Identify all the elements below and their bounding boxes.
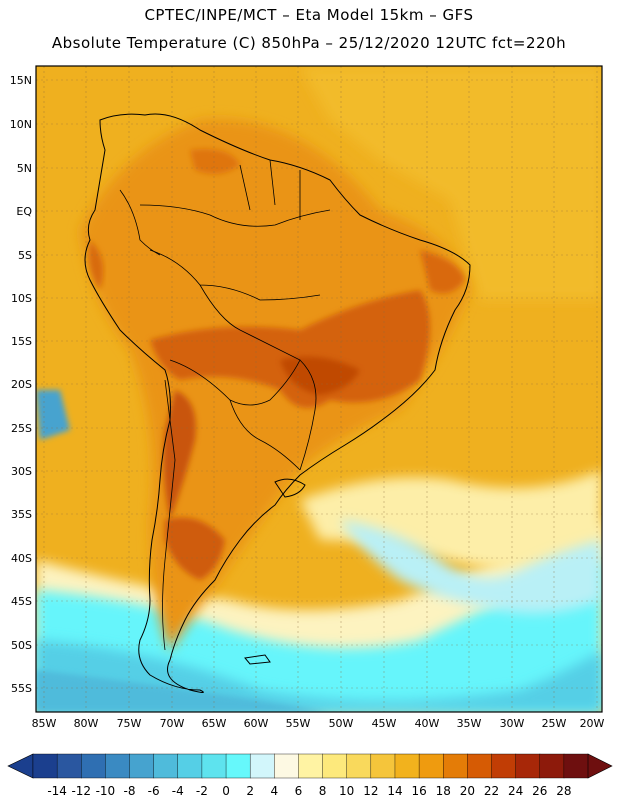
colorbar-segment xyxy=(539,753,565,779)
colorbar-label: -12 xyxy=(71,784,91,798)
lon-label: 85W xyxy=(32,717,57,730)
colorbar-label: 18 xyxy=(436,784,451,798)
lon-label: 45W xyxy=(372,717,397,730)
colorbar-segment xyxy=(394,753,420,779)
colorbar-segment xyxy=(274,753,299,779)
lat-label: 35S xyxy=(11,508,32,521)
colorbar-segment xyxy=(81,753,106,779)
colorbar-label: 8 xyxy=(319,784,327,798)
temperature-field xyxy=(36,66,602,712)
colorbar-label: 10 xyxy=(339,784,354,798)
colorbar-label: 28 xyxy=(556,784,571,798)
colorbar-segment xyxy=(346,753,372,779)
colorbar-segment xyxy=(201,753,227,779)
colorbar-arrow-right xyxy=(587,753,613,779)
colorbar-segment xyxy=(129,753,155,779)
colorbar xyxy=(7,753,613,779)
lat-label: 45S xyxy=(11,595,32,608)
colorbar-segment xyxy=(443,753,468,779)
colorbar-segment xyxy=(105,753,131,779)
lat-label: 20S xyxy=(11,378,32,391)
colorbar-label: 4 xyxy=(270,784,278,798)
colorbar-label: -14 xyxy=(47,784,67,798)
colorbar-label: -4 xyxy=(172,784,184,798)
lon-label: 65W xyxy=(202,717,227,730)
colorbar-label: 14 xyxy=(387,784,402,798)
lon-label: 70W xyxy=(160,717,185,730)
colorbar-segment xyxy=(515,753,541,779)
colorbar-segment xyxy=(177,753,203,779)
colorbar-segment xyxy=(32,753,58,779)
lon-label: 35W xyxy=(457,717,482,730)
lon-label: 30W xyxy=(500,717,525,730)
colorbar-label: 20 xyxy=(460,784,475,798)
colorbar-label: -6 xyxy=(148,784,160,798)
colorbar-label: 22 xyxy=(484,784,499,798)
longitude-axis: 85W 80W 75W 70W 65W 60W 55W 50W 45W 40W … xyxy=(32,717,605,730)
grid-lines xyxy=(36,66,602,712)
lat-label: 55S xyxy=(11,682,32,695)
lat-label: 5N xyxy=(17,162,32,175)
lon-label: 50W xyxy=(329,717,354,730)
colorbar-segment xyxy=(418,753,444,779)
lon-label: 20W xyxy=(580,717,605,730)
colorbar-segment xyxy=(491,753,517,779)
lat-label: EQ xyxy=(16,205,32,218)
lon-label: 75W xyxy=(117,717,142,730)
lon-label: 55W xyxy=(286,717,311,730)
lon-label: 80W xyxy=(74,717,99,730)
colorbar-label: -8 xyxy=(124,784,136,798)
lat-label: 10N xyxy=(10,118,32,131)
colorbar-label: 24 xyxy=(508,784,523,798)
colorbar-segment xyxy=(563,753,589,779)
latitude-axis: 15N 10N 5N EQ 5S 10S 15S 20S 25S 30S 35S… xyxy=(10,74,33,695)
colorbar-label: 0 xyxy=(222,784,230,798)
colorbar-segment xyxy=(298,753,324,779)
colorbar-labels: -14 -12 -10 -8 -6 -4 -2 0 2 4 6 8 10 12 14 16 18 20 22 24 26… xyxy=(47,784,571,798)
lat-label: 25S xyxy=(11,422,32,435)
colorbar-arrow-left xyxy=(7,753,34,779)
lat-label: 15N xyxy=(10,74,32,87)
chart-title-line1: CPTEC/INPE/MCT – Eta Model 15km – GFS xyxy=(144,6,474,24)
chart-title-line2: Absolute Temperature (C) 850hPa – 25/12/… xyxy=(51,34,567,52)
lon-label: 25W xyxy=(542,717,567,730)
lon-label: 40W xyxy=(415,717,440,730)
colorbar-segment xyxy=(249,753,275,779)
colorbar-label: -2 xyxy=(196,784,208,798)
colorbar-segment xyxy=(370,753,396,779)
colorbar-segment xyxy=(467,753,492,779)
colorbar-segment xyxy=(322,753,348,779)
colorbar-label: 2 xyxy=(246,784,254,798)
colorbar-segment xyxy=(225,753,251,779)
lat-label: 5S xyxy=(18,249,32,262)
colorbar-label: 6 xyxy=(295,784,303,798)
lon-label: 60W xyxy=(244,717,269,730)
lat-label: 10S xyxy=(11,292,32,305)
colorbar-label: -10 xyxy=(96,784,116,798)
lat-label: 15S xyxy=(11,335,32,348)
colorbar-segment xyxy=(153,753,179,779)
colorbar-label: 12 xyxy=(363,784,378,798)
lat-label: 50S xyxy=(11,639,32,652)
colorbar-label: 26 xyxy=(532,784,547,798)
lat-label: 30S xyxy=(11,465,32,478)
lat-label: 40S xyxy=(11,552,32,565)
colorbar-label: 16 xyxy=(411,784,426,798)
country-borders xyxy=(119,159,331,651)
colorbar-segment xyxy=(56,753,82,779)
coastline xyxy=(84,113,471,693)
plot-frame xyxy=(35,65,603,713)
